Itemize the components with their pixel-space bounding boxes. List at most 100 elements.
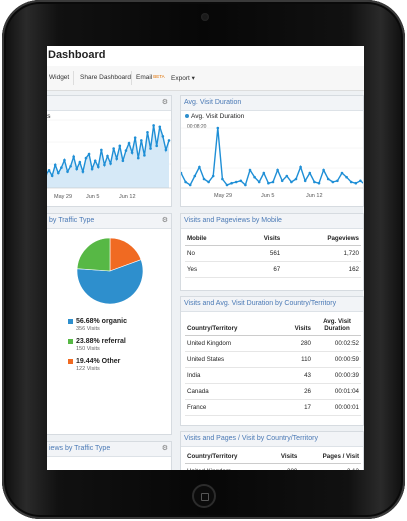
data-point bbox=[331, 180, 335, 184]
home-button[interactable] bbox=[192, 484, 216, 508]
column-header[interactable]: Pages / Visit bbox=[299, 450, 361, 464]
email-label: Email bbox=[136, 74, 153, 81]
data-point bbox=[115, 157, 119, 161]
data-point bbox=[303, 179, 307, 183]
pie-slice-referral bbox=[76, 237, 111, 272]
widget-header: ⚙ bbox=[47, 96, 171, 111]
table-cell: 280 bbox=[278, 335, 313, 352]
traffic-pie-chart bbox=[76, 237, 144, 305]
export-button[interactable]: Export ▾ bbox=[171, 75, 195, 82]
column-header[interactable]: Visits bbox=[237, 232, 283, 246]
gear-icon[interactable]: ⚙ bbox=[161, 445, 168, 452]
share-dashboard-button[interactable]: Share Dashboard bbox=[80, 74, 131, 81]
swatch-organic bbox=[68, 318, 73, 324]
column-header[interactable]: Avg. Visit Duration bbox=[313, 315, 361, 336]
data-point bbox=[47, 169, 51, 172]
x-tick-label: Jun 5 bbox=[261, 193, 274, 199]
widget-header: Visits and Pages / Visit by Country/Terr… bbox=[181, 432, 363, 447]
table-cell: 00:00:39 bbox=[313, 367, 361, 384]
data-point bbox=[130, 151, 134, 154]
column-header[interactable]: Country/Territory bbox=[185, 450, 269, 464]
data-point bbox=[221, 177, 224, 181]
data-point bbox=[124, 149, 128, 152]
x-tick-label: Jun 12 bbox=[306, 193, 323, 199]
legend-item: 23.88% referral bbox=[68, 338, 127, 345]
data-point bbox=[66, 170, 69, 173]
data-point bbox=[84, 156, 88, 160]
pie-slice-organic bbox=[76, 259, 144, 305]
table-cell: 3.12 bbox=[299, 463, 361, 470]
table-cell: 280 bbox=[268, 463, 300, 470]
data-point bbox=[193, 174, 197, 178]
table-header-row: Mobile Visits Pageviews bbox=[185, 232, 361, 246]
widget-header: Visits and Avg. Visit Duration by Countr… bbox=[181, 297, 363, 312]
legend-visits: 150 Visits bbox=[76, 346, 100, 352]
dashboard-toolbar: Widget Share Dashboard EmailBETA Export … bbox=[47, 66, 364, 91]
table-cell: Canada bbox=[185, 383, 279, 400]
data-point bbox=[244, 183, 247, 187]
data-point bbox=[340, 171, 344, 175]
column-header[interactable]: Visits bbox=[278, 315, 313, 336]
data-point bbox=[216, 126, 220, 130]
legend-label: Avg. Visit Duration bbox=[191, 113, 245, 120]
traffic-type-widget: by Traffic Type ⚙ 56.68% organic 356 Visi… bbox=[47, 213, 172, 435]
table-cell: United Kingdom bbox=[185, 463, 269, 470]
column-header[interactable]: Mobile bbox=[185, 232, 238, 246]
divider bbox=[131, 71, 132, 85]
data-point bbox=[234, 180, 238, 184]
data-point bbox=[271, 180, 275, 184]
legend-percent: 23.88% referral bbox=[76, 338, 126, 345]
table-row: United Kingdom2803.12 bbox=[185, 463, 361, 470]
widget-title: by Traffic Type bbox=[49, 217, 95, 224]
data-point bbox=[152, 124, 155, 127]
data-point bbox=[93, 159, 97, 163]
data-point bbox=[181, 171, 183, 175]
data-point bbox=[359, 179, 362, 183]
table-cell: 00:02:52 bbox=[313, 335, 361, 352]
widget-header: iews by Traffic Type ⚙ bbox=[47, 442, 171, 457]
data-point bbox=[280, 179, 284, 183]
gear-icon[interactable]: ⚙ bbox=[161, 217, 168, 224]
table-cell: 67 bbox=[237, 261, 283, 278]
pageviews-traffic-type-widget: iews by Traffic Type ⚙ bbox=[47, 441, 172, 470]
data-point bbox=[106, 154, 109, 158]
gear-icon[interactable]: ⚙ bbox=[161, 99, 168, 106]
table-cell: 00:00:59 bbox=[313, 351, 361, 368]
series-line bbox=[181, 127, 363, 187]
dashboard-canvas: ⚙ its May 29 Jun 5 Jun 12 Avg. Visit Durat… bbox=[47, 91, 364, 470]
data-point bbox=[121, 159, 125, 163]
column-header[interactable]: Country/Territory bbox=[185, 315, 279, 336]
data-point bbox=[294, 177, 298, 181]
email-button[interactable]: EmailBETA bbox=[136, 74, 165, 81]
table-cell: 26 bbox=[278, 383, 313, 400]
data-point bbox=[326, 177, 330, 181]
duration-chart: May 29 Jun 5 Jun 12 bbox=[181, 126, 363, 199]
data-point bbox=[109, 162, 112, 165]
legend-visits: 356 Visits bbox=[76, 326, 100, 332]
table-row: United States 110 00:00:59 bbox=[185, 351, 361, 368]
visits-widget: ⚙ its May 29 Jun 5 Jun 12 bbox=[47, 95, 172, 207]
data-point bbox=[230, 181, 233, 185]
pie-slice-other bbox=[109, 237, 142, 272]
widget-header: Avg. Visit Duration bbox=[181, 96, 363, 111]
data-point bbox=[133, 136, 137, 139]
table-cell: France bbox=[185, 399, 279, 416]
x-tick-label: Jun 12 bbox=[119, 194, 136, 200]
column-header[interactable]: Visits bbox=[268, 450, 300, 464]
table-row: India 43 00:00:39 bbox=[185, 367, 361, 384]
column-header[interactable]: Pageviews bbox=[282, 232, 361, 246]
legend-percent: 19.44% Other bbox=[76, 358, 121, 365]
table-cell: 1,720 bbox=[282, 245, 361, 262]
table-cell: United Kingdom bbox=[185, 335, 279, 352]
table-cell: Yes bbox=[185, 261, 238, 278]
data-point bbox=[313, 180, 316, 184]
swatch-referral bbox=[68, 338, 73, 344]
table-cell: 110 bbox=[278, 351, 313, 368]
data-point bbox=[262, 171, 266, 175]
add-widget-button[interactable]: Widget bbox=[49, 74, 70, 81]
table-row: Canada 26 00:01:04 bbox=[185, 383, 361, 400]
data-point bbox=[188, 183, 192, 187]
screen: Dashboard Widget Share Dashboard EmailBE… bbox=[47, 46, 364, 470]
table-cell: 17 bbox=[278, 399, 313, 416]
